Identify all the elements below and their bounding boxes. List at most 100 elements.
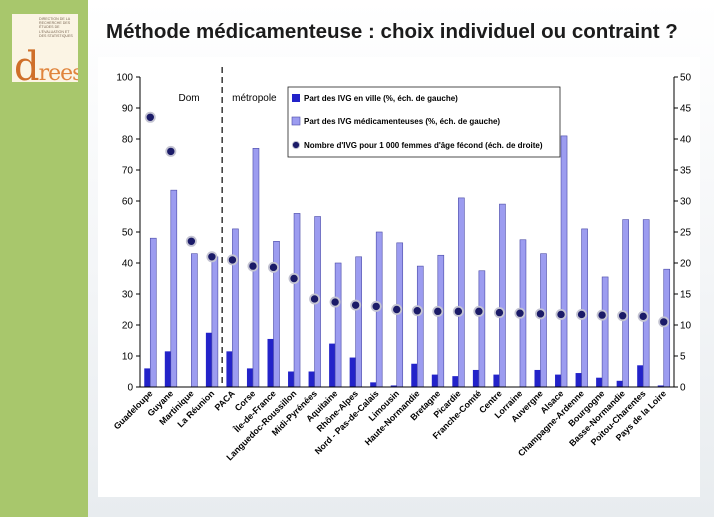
dot-ivg-rate bbox=[637, 310, 649, 322]
bar-medication-share bbox=[499, 203, 506, 388]
bar-city-share bbox=[534, 369, 541, 387]
bar-medication-share bbox=[437, 254, 445, 388]
drees-logo: DIRECTION DE LA RECHERCHE DES ÉTUDES DE … bbox=[12, 14, 78, 82]
bar-city-share bbox=[329, 343, 336, 387]
bar-medication-share bbox=[416, 265, 424, 388]
dot-ivg-rate bbox=[329, 296, 341, 308]
bar-medication-share bbox=[560, 135, 568, 388]
dot-ivg-rate bbox=[555, 308, 567, 320]
bar-city-share bbox=[452, 376, 459, 387]
region-label-dom: Dom bbox=[179, 93, 200, 104]
y-left-tick-label: 90 bbox=[122, 104, 134, 115]
bar-city-share bbox=[349, 357, 356, 387]
y-right-tick-label: 0 bbox=[680, 383, 686, 394]
dot-ivg-rate bbox=[617, 310, 629, 322]
dot-ivg-rate bbox=[432, 305, 444, 317]
sidebar: DIRECTION DE LA RECHERCHE DES ÉTUDES DE … bbox=[0, 0, 88, 517]
bar-medication-share bbox=[540, 253, 547, 388]
legend-box bbox=[287, 86, 561, 158]
bar-city-share bbox=[555, 374, 562, 387]
dot-ivg-rate bbox=[411, 305, 423, 317]
dot-ivg-rate bbox=[206, 251, 218, 263]
bar-city-share bbox=[657, 385, 664, 387]
y-right-tick-label: 45 bbox=[680, 104, 692, 115]
dot-ivg-rate bbox=[370, 300, 382, 312]
bar-medication-share bbox=[458, 197, 465, 388]
bar-city-share bbox=[472, 369, 479, 387]
y-left-tick-label: 40 bbox=[122, 259, 134, 270]
logo-tagline: DIRECTION DE LA RECHERCHE DES ÉTUDES DE … bbox=[39, 17, 73, 38]
y-left-tick-label: 60 bbox=[122, 197, 134, 208]
dot-ivg-rate bbox=[534, 308, 546, 320]
y-right-tick-label: 10 bbox=[680, 321, 692, 332]
bar-city-share bbox=[144, 368, 151, 387]
bar-medication-share bbox=[642, 219, 650, 388]
bar-medication-share bbox=[663, 268, 671, 388]
bar-city-share bbox=[288, 371, 295, 387]
bar-city-share bbox=[637, 365, 644, 387]
y-right-tick-label: 20 bbox=[680, 259, 692, 270]
legend-label-medication-share: Part des IVG médicamenteuses (%, éch. de… bbox=[304, 117, 500, 126]
legend-label-ivg-rate: Nombre d'IVG pour 1 000 femmes d'âge féc… bbox=[304, 141, 543, 150]
dot-ivg-rate bbox=[350, 299, 362, 311]
bar-city-share bbox=[246, 368, 253, 387]
bar-medication-share bbox=[232, 228, 239, 388]
legend-marker-city-share bbox=[292, 94, 300, 102]
dot-ivg-rate bbox=[185, 235, 197, 247]
bar-medication-share bbox=[478, 270, 486, 388]
logo-wordmark: drees bbox=[14, 44, 78, 82]
bar-city-share bbox=[575, 373, 582, 387]
bar-city-share bbox=[308, 371, 315, 387]
bar-medication-share bbox=[334, 262, 342, 388]
chart: 0 10 20 30 40 50 60 70 80 90 100 0 5 10 15 20 25 30 35 40 45… bbox=[112, 67, 692, 462]
bar-medication-share bbox=[622, 219, 629, 388]
legend-marker-ivg-rate bbox=[291, 140, 301, 150]
dot-ivg-rate bbox=[493, 307, 505, 319]
dot-ivg-rate bbox=[288, 272, 300, 284]
y-left-tick-label: 0 bbox=[127, 383, 133, 394]
bar-city-share bbox=[616, 380, 623, 387]
y-right-tick-label: 25 bbox=[680, 228, 692, 239]
bar-medication-share bbox=[355, 256, 362, 388]
bar-city-share bbox=[164, 351, 171, 387]
dot-ivg-rate bbox=[596, 309, 608, 321]
chart-panel: 0 10 20 30 40 50 60 70 80 90 100 0 5 10 15 20 25 30 35 40 45… bbox=[98, 57, 700, 497]
y-right-tick-label: 35 bbox=[680, 166, 692, 177]
dot-ivg-rate bbox=[514, 307, 526, 319]
bar-medication-share bbox=[170, 189, 178, 388]
y-left-tick-label: 10 bbox=[122, 352, 134, 363]
bar-city-share bbox=[205, 332, 212, 387]
bar-medication-share bbox=[581, 228, 588, 388]
y-right-tick-label: 15 bbox=[680, 290, 692, 301]
region-label-metropole: métropole bbox=[232, 93, 277, 104]
dot-ivg-rate bbox=[576, 308, 588, 320]
bar-city-share bbox=[431, 374, 438, 387]
bar-city-share bbox=[226, 351, 233, 387]
bar-city-share bbox=[370, 382, 377, 387]
y-left-tick-label: 100 bbox=[116, 73, 133, 84]
bar-city-share bbox=[411, 363, 418, 387]
bar-medication-share bbox=[149, 237, 157, 388]
bar-medication-share bbox=[191, 253, 198, 388]
bar-city-share bbox=[267, 338, 274, 387]
dot-ivg-rate bbox=[165, 145, 177, 157]
y-right-tick-label: 5 bbox=[680, 352, 686, 363]
bar-medication-share bbox=[211, 256, 219, 388]
dot-ivg-rate bbox=[226, 254, 238, 266]
y-right-tick-label: 30 bbox=[680, 197, 692, 208]
dot-ivg-rate bbox=[309, 293, 321, 305]
dot-ivg-rate bbox=[247, 260, 259, 272]
dot-ivg-rate bbox=[473, 305, 485, 317]
dot-ivg-rate bbox=[391, 303, 403, 315]
bar-city-share bbox=[493, 374, 500, 387]
y-left-tick-label: 20 bbox=[122, 321, 134, 332]
y-left-tick-label: 80 bbox=[122, 135, 134, 146]
y-right-tick-label: 40 bbox=[680, 135, 692, 146]
dot-ivg-rate bbox=[144, 111, 156, 123]
y-left-tick-label: 50 bbox=[122, 228, 134, 239]
legend-marker-medication-share bbox=[291, 116, 301, 126]
y-right-tick-label: 50 bbox=[680, 73, 692, 84]
bar-medication-share bbox=[293, 213, 301, 388]
legend-label-city-share: Part des IVG en ville (%, éch. de gauche… bbox=[304, 94, 458, 103]
y-left-tick-label: 30 bbox=[122, 290, 134, 301]
